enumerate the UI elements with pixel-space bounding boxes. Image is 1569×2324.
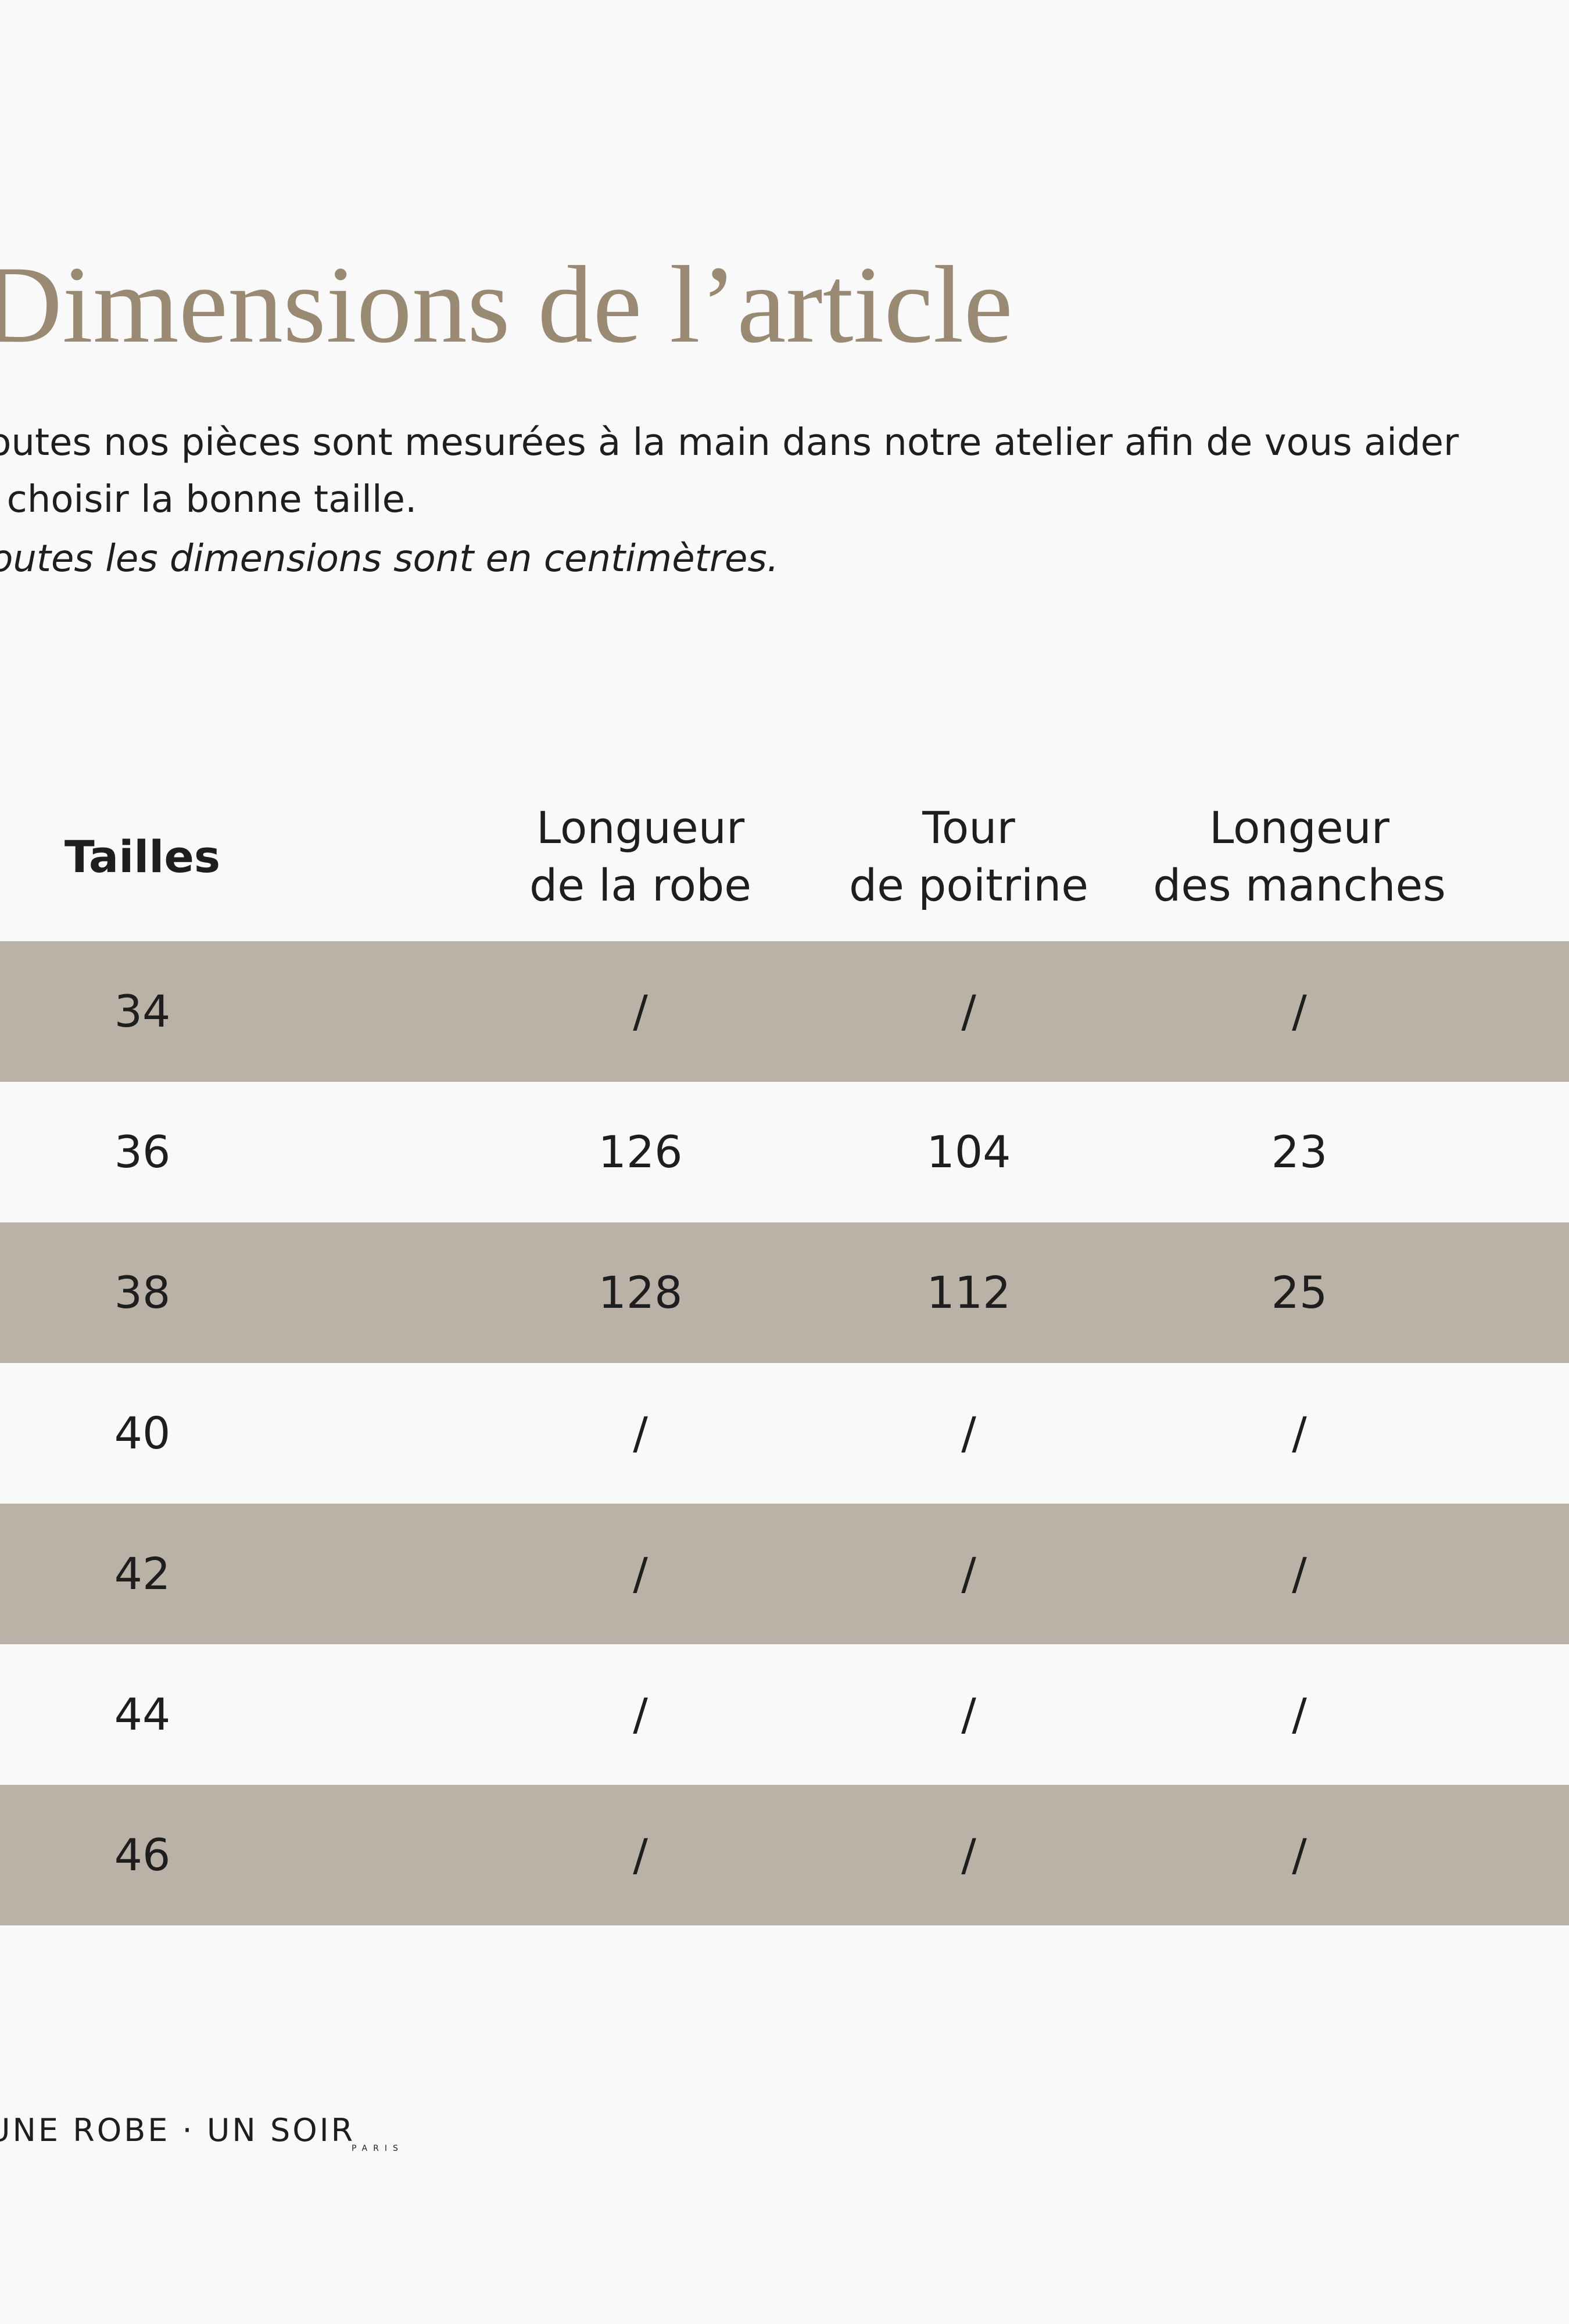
table-cell: 34 [114,985,171,1037]
table-row: 46 / / / [0,1785,1569,1925]
table-cell: / [961,1547,976,1599]
header-cell: Longueur de la robe [478,773,803,941]
header-row: Tailles Longueur de la robe Tour de poitrine… [0,773,1569,941]
header-line: Longueur [536,802,745,854]
table-cell: 38 [114,1266,171,1318]
table-cell: 112 [926,1266,1011,1318]
table-cell: / [633,1688,648,1740]
table-cell: 128 [598,1266,683,1318]
header-line: des manches [1153,859,1446,911]
table-cell: / [633,1547,648,1599]
table-cell: / [633,1407,648,1459]
table-row: 36 126 104 23 [0,1082,1569,1222]
table-row: 34 / / / [0,941,1569,1082]
table-cell: 40 [114,1407,171,1459]
table-cell: / [961,1407,976,1459]
table-cell: / [1292,1547,1307,1599]
table-cell: / [961,1688,976,1740]
table-cell: 44 [114,1688,171,1740]
brand-location: PARIS [352,2144,404,2153]
table-cell: / [1292,1828,1307,1881]
table-cell: / [633,1828,648,1881]
header-cell: Tailles [0,773,305,941]
header-line: Tour [922,802,1015,854]
table-cell: 36 [114,1125,171,1178]
table-cell: 42 [114,1547,171,1599]
table-cell: / [961,985,976,1037]
header-cell: Longeur des manches [1137,773,1462,941]
table-cell: 46 [114,1828,171,1881]
brand-logo: UNE ROBE · UN SOIR [0,2112,356,2149]
table-cell: 104 [926,1125,1011,1178]
page-title: Dimensions de l’article [0,244,1013,366]
table-cell: / [633,985,648,1037]
header-line: de la robe [529,859,752,911]
table-cell: / [1292,1688,1307,1740]
table-cell: / [1292,985,1307,1037]
header-line: Longeur [1209,802,1390,854]
table-cell: / [1292,1407,1307,1459]
intro-line: Toutes nos pièces sont mesurées à la mai… [0,421,1459,464]
header-line: Tailles [64,830,221,883]
header-line: de poitrine [848,859,1089,911]
table-cell: 126 [598,1125,683,1178]
size-table: Tailles Longueur de la robe Tour de poitrine… [0,773,1569,1925]
table-row: 40 / / / [0,1363,1569,1504]
table-cell: / [961,1828,976,1881]
table-row: 44 / / / [0,1644,1569,1785]
table-cell: 23 [1271,1125,1328,1178]
intro-line: à choisir la bonne taille. [0,478,417,521]
table-row: 38 128 112 25 [0,1222,1569,1363]
header-cell: Tour de poitrine [806,773,1131,941]
table-cell: 25 [1271,1266,1328,1318]
table-row: 42 / / / [0,1504,1569,1644]
note: Toutes les dimensions sont en centimètre… [0,537,779,580]
